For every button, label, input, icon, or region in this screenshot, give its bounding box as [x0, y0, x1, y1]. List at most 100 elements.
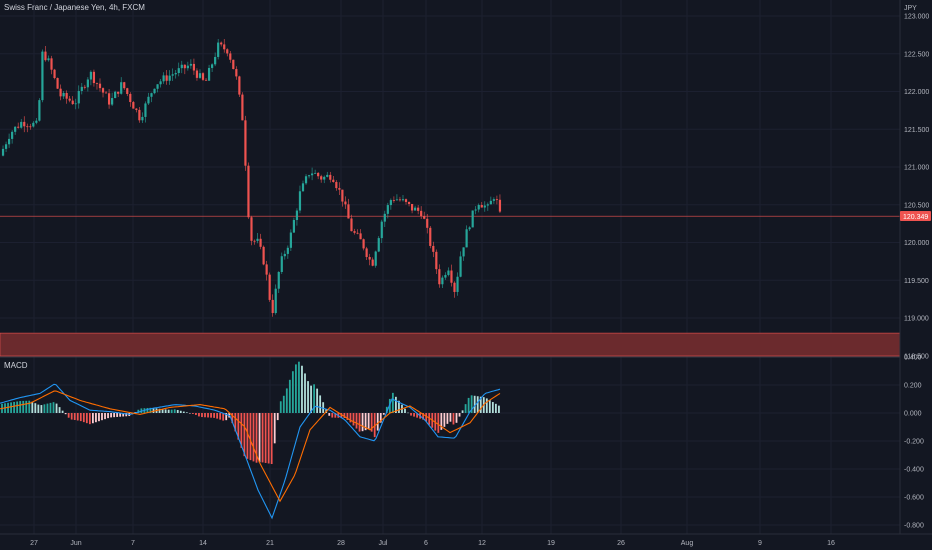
macd-histogram-bar [149, 407, 152, 413]
candle-body [314, 172, 317, 174]
candle-body [80, 86, 83, 91]
candle-body [244, 120, 247, 166]
candle-body [292, 220, 296, 233]
macd-histogram-bar [16, 401, 19, 413]
macd-histogram-bar [425, 413, 428, 422]
candle-body [53, 69, 56, 79]
macd-histogram-bar [261, 413, 264, 463]
macd-histogram-bar [64, 413, 67, 415]
macd-histogram-bar [167, 409, 170, 413]
macd-histogram-bar [358, 413, 361, 432]
macd-histogram-bar [10, 402, 12, 413]
macd-histogram-bar [67, 413, 70, 418]
candle-body [171, 74, 174, 76]
candle-body [450, 270, 453, 283]
candle-body [135, 108, 138, 110]
candle-body [247, 165, 250, 218]
candle-body [14, 126, 17, 132]
price-tick-label: 120.000 [904, 240, 929, 247]
candle-body [17, 126, 20, 128]
candle-body [265, 264, 268, 275]
candle-body [441, 277, 444, 285]
macd-histogram-bar [361, 413, 364, 432]
candle-body [371, 259, 374, 266]
macd-histogram-bar [322, 402, 325, 413]
candle-body [111, 98, 114, 105]
macd-histogram-bar [313, 384, 315, 413]
candle-body [86, 79, 89, 88]
candle-body [156, 84, 159, 89]
macd-histogram-bar [458, 413, 461, 417]
macd-histogram-bar [46, 403, 49, 413]
candle-body [462, 247, 465, 257]
macd-histogram-bar [488, 400, 491, 413]
macd-histogram-bar [79, 413, 82, 422]
candle-body [83, 86, 86, 88]
candle-body [471, 210, 474, 228]
candle-body [335, 181, 338, 189]
candle-body [123, 82, 126, 89]
candle-body [220, 42, 223, 45]
candle-body [362, 239, 365, 249]
candle-body [435, 251, 438, 270]
candle-body [344, 201, 347, 205]
candle-body [495, 199, 499, 200]
time-tick-label: 19 [547, 540, 555, 547]
price-axis[interactable]: 123.000 122.500 122.000 121.500 121.000 120.5… [904, 14, 929, 361]
candle-body [41, 51, 44, 101]
macd-histogram-bar [158, 408, 161, 413]
macd-histogram-bar [210, 413, 212, 418]
macd-histogram-bar [116, 413, 119, 417]
macd-indicator-label[interactable]: MACD [4, 361, 28, 370]
candle-body [259, 238, 262, 247]
candle-body [147, 96, 150, 104]
candle-body [498, 199, 502, 212]
macd-histogram-bar [119, 413, 122, 417]
candle-body [317, 172, 320, 177]
candle-body [368, 257, 371, 260]
time-axis[interactable]: 27 Jun 7 14 21 28 Jul 6 12 19 26 Aug 9 16 [30, 540, 835, 547]
macd-histogram-bar [476, 396, 479, 413]
candle-body [26, 126, 29, 128]
candle-body [268, 274, 271, 300]
time-tick-label: 26 [617, 540, 625, 547]
candle-body [423, 216, 426, 219]
macd-histogram-bar [173, 409, 176, 413]
macd-histogram-bar [88, 413, 91, 425]
symbol-title[interactable]: Swiss Franc / Japanese Yen, 4h, FXCM [4, 3, 145, 12]
macd-axis[interactable]: 0.400 0.200 0.000 -0.200 -0.400 -0.600 -0.800 [904, 355, 924, 530]
macd-histogram-bar [470, 395, 473, 413]
macd-histogram-bar [37, 404, 40, 413]
candle-body [477, 204, 480, 210]
macd-histogram-bar [443, 413, 446, 427]
time-tick-label: 9 [758, 540, 762, 547]
candle-body [20, 121, 23, 128]
candle-body [211, 64, 214, 68]
macd-histogram-bar [113, 413, 116, 418]
macd-histogram-bar [473, 395, 476, 413]
candle-body [132, 102, 135, 109]
macd-histogram-bar [376, 413, 379, 431]
candles-group [1, 38, 502, 317]
candle-body [141, 116, 144, 121]
macd-histogram-bar [243, 413, 246, 457]
candle-body [29, 126, 32, 128]
candle-body [89, 71, 92, 80]
candle-body [377, 238, 380, 252]
macd-histogram-bar [422, 413, 425, 420]
macd-histogram-bar [382, 413, 385, 415]
candle-body [480, 204, 483, 208]
candle-body [59, 88, 62, 97]
candle-body [274, 288, 277, 314]
macd-histogram-bar [267, 413, 270, 464]
candle-body [307, 175, 311, 177]
candle-body [98, 83, 102, 89]
macd-histogram-bar [307, 381, 309, 413]
macd-histogram-bar [219, 413, 222, 420]
candle-body [214, 56, 217, 65]
time-tick-label: 27 [30, 540, 38, 547]
candle-body [117, 91, 120, 94]
candle-body [107, 93, 111, 105]
macd-histogram-bar [367, 413, 370, 430]
